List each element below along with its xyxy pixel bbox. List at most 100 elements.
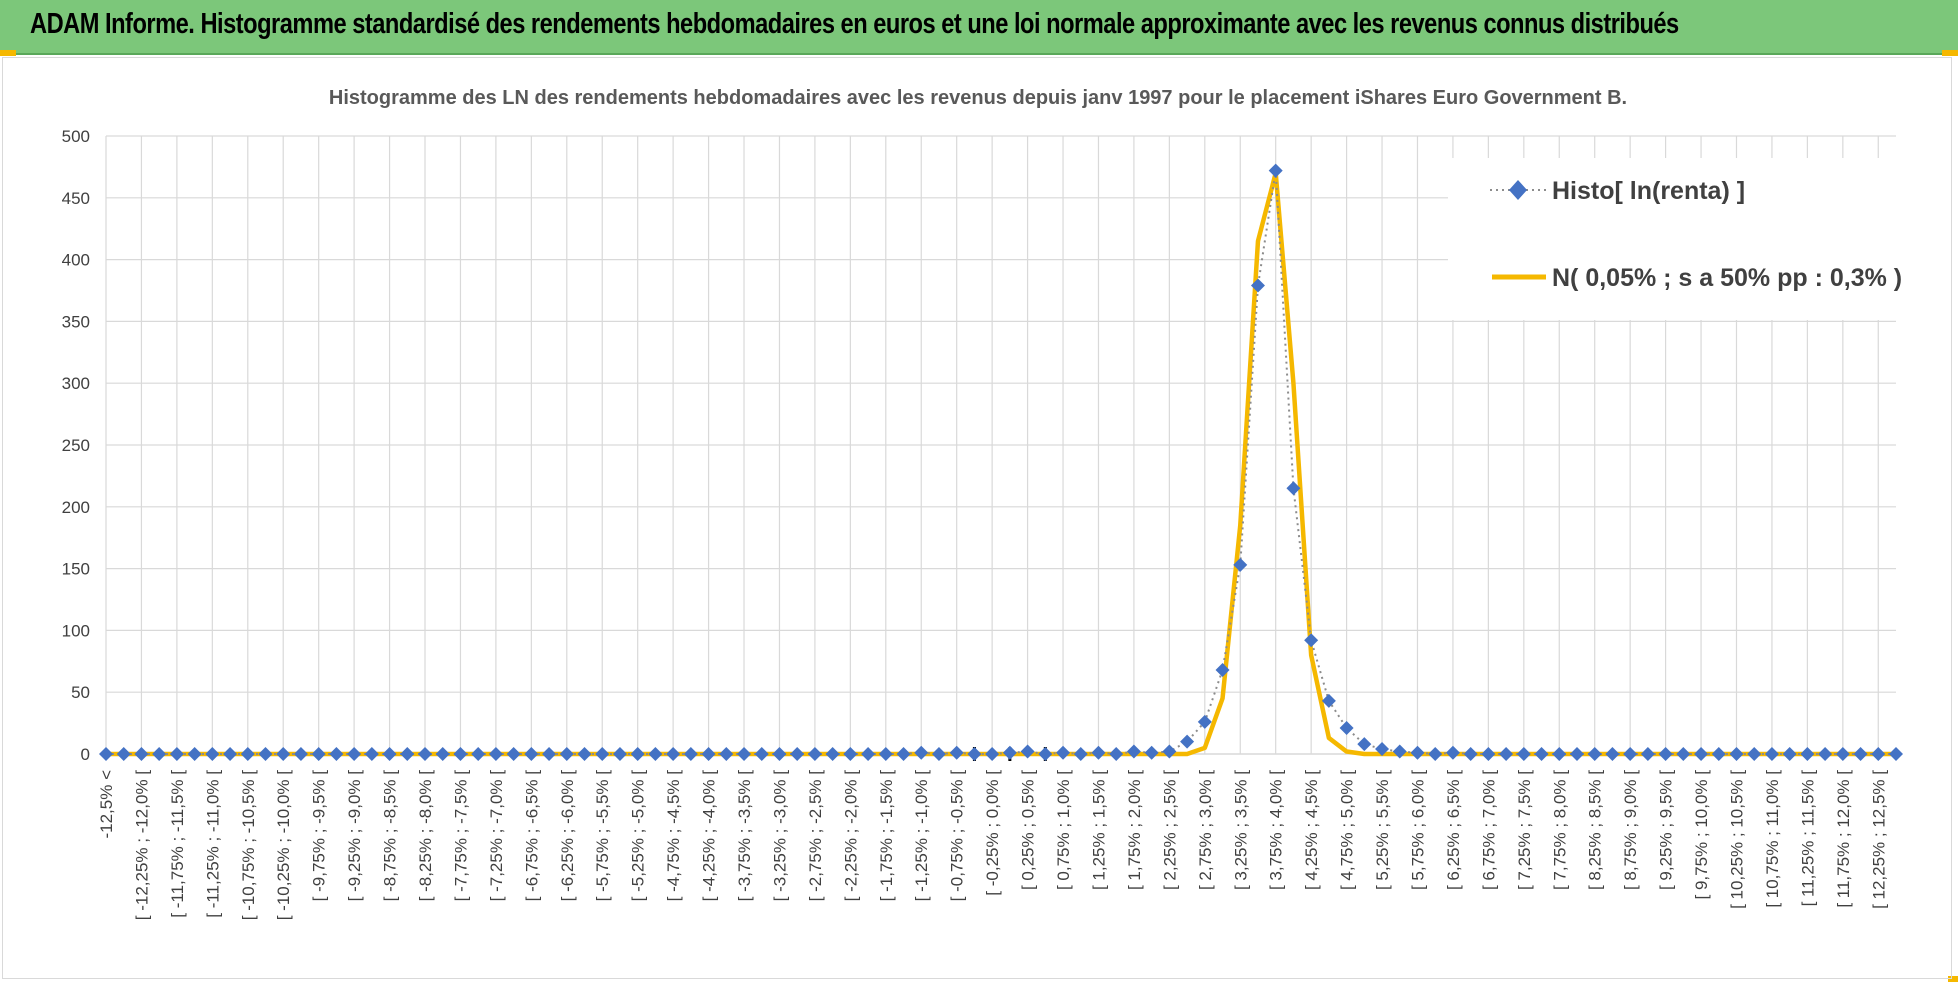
histo-point [418,747,433,761]
histo-point [152,747,167,761]
y-tick-label: 250 [62,436,90,455]
histo-point [1162,744,1177,759]
histo-point [1180,734,1195,749]
y-tick-label: 500 [62,127,90,146]
legend: Histo[ ln(renta) ] N( 0,05% ; s a 50% pp… [1448,158,1902,320]
histo-point [1109,747,1124,761]
histo-point [1711,747,1726,761]
histo-point [1534,747,1549,761]
x-axis-tick-labels: -12,5% < [ -12,25% ; -12,0% [[ -11,75% ; … [97,770,1888,921]
x-tick-label: [ -12,25% ; -12,0% [ [132,770,151,921]
histo-point [577,747,592,761]
x-tick-label: [ -2,75% ; -2,5% [ [806,770,825,902]
x-tick-label: [ -11,75% ; -11,5% [ [168,770,187,918]
x-tick-label: [ 6,25% ; 6,5% [ [1444,770,1463,890]
histo-point [258,747,273,761]
corner-accent-left [0,50,16,56]
x-tick-label: [ 1,25% ; 1,5% [ [1089,770,1108,890]
histo-point [1250,278,1265,293]
histo-point [878,747,893,761]
x-tick-label: [ -2,25% ; -2,0% [ [841,770,860,902]
x-tick-label: [ 7,75% ; 8,0% [ [1550,770,1569,890]
histo-point [595,747,610,761]
histo-point [169,747,184,761]
x-tick-label: [ -9,25% ; -9,0% [ [345,770,364,902]
histo-point [488,747,503,761]
y-tick-label: 400 [62,251,90,270]
histo-point [1268,163,1283,178]
x-tick-label: [ 4,75% ; 5,0% [ [1338,770,1357,890]
x-tick-label: [ 6,75% ; 7,0% [ [1479,770,1498,890]
x-tick-label: [ 4,25% ; 4,5% [ [1302,770,1321,890]
histo-point [1357,737,1372,752]
x-tick-label: [ 9,25% ; 9,5% [ [1657,770,1676,890]
histo-point [701,747,716,761]
histo-point [187,747,202,761]
histo-point [1729,747,1744,761]
histo-point [949,745,964,760]
histo-point [630,747,645,761]
histo-point [1658,747,1673,761]
series-histo [99,163,1903,761]
histo-point [896,747,911,761]
histo-point [612,747,627,761]
histo-point [471,747,486,761]
histo-point [985,747,1000,761]
x-tick-label: [ -5,75% ; -5,5% [ [593,770,612,902]
histo-point [1889,747,1903,761]
histo-point [329,747,344,761]
x-tick-label: [ -6,25% ; -6,0% [ [558,770,577,902]
histo-point [116,747,131,761]
y-tick-label: 0 [81,745,90,764]
x-tick-label: [ -0,25% ; 0,0% [ [983,770,1002,896]
report-banner: ADAM Informe. Histogramme standardisé de… [0,0,1958,55]
histo-point [524,747,539,761]
x-tick-label: [ 10,25% ; 10,5% [ [1727,770,1746,909]
x-tick-label: [ -1,75% ; -1,5% [ [877,770,896,902]
histo-point [1215,662,1230,677]
histo-point [1339,721,1354,736]
x-tick-label: [ -3,75% ; -3,5% [ [735,770,754,902]
histo-point [719,747,734,761]
x-tick-label: [ 11,25% ; 11,5% [ [1798,770,1817,907]
histo-point [1233,557,1248,572]
histo-point [1640,747,1655,761]
histo-point [1835,747,1850,761]
histo-point [1002,745,1017,760]
histo-point [1321,693,1336,708]
histo-point [1782,747,1797,761]
histo-point [311,747,326,761]
x-tick-label: [ -11,25% ; -11,0% [ [203,770,222,918]
x-tick-label: [ -6,75% ; -6,5% [ [522,770,541,902]
histo-point [1853,747,1868,761]
histo-point [223,747,238,761]
histo-point [1481,747,1496,761]
histo-point [843,747,858,761]
x-tick-label: [ -7,25% ; -7,0% [ [487,770,506,902]
histo-point [364,747,379,761]
histo-point [1800,747,1815,761]
y-tick-label: 100 [62,621,90,640]
histo-point [1605,747,1620,761]
histo-point [1516,747,1531,761]
histo-point [737,747,752,761]
histo-point [666,747,681,761]
histo-point [1587,747,1602,761]
histo-point [1818,747,1833,761]
histo-point [1623,747,1638,761]
y-tick-label: 350 [62,312,90,331]
x-tick-label: [ -0,75% ; -0,5% [ [948,770,967,902]
histo-point [1038,747,1053,761]
banner-title: ADAM Informe. Histogramme standardisé de… [30,8,1679,40]
histo-point [293,747,308,761]
histo-point [1020,744,1035,759]
histo-point [1073,747,1088,761]
x-tick-label: [ 0,25% ; 0,5% [ [1019,770,1038,890]
histo-point [99,747,113,761]
histo-point [506,747,521,761]
x-tick-label: [ 7,25% ; 7,5% [ [1515,770,1534,890]
x-tick-label: [ -3,25% ; -3,0% [ [770,770,789,902]
x-tick-label: [ 2,75% ; 3,0% [ [1196,770,1215,890]
